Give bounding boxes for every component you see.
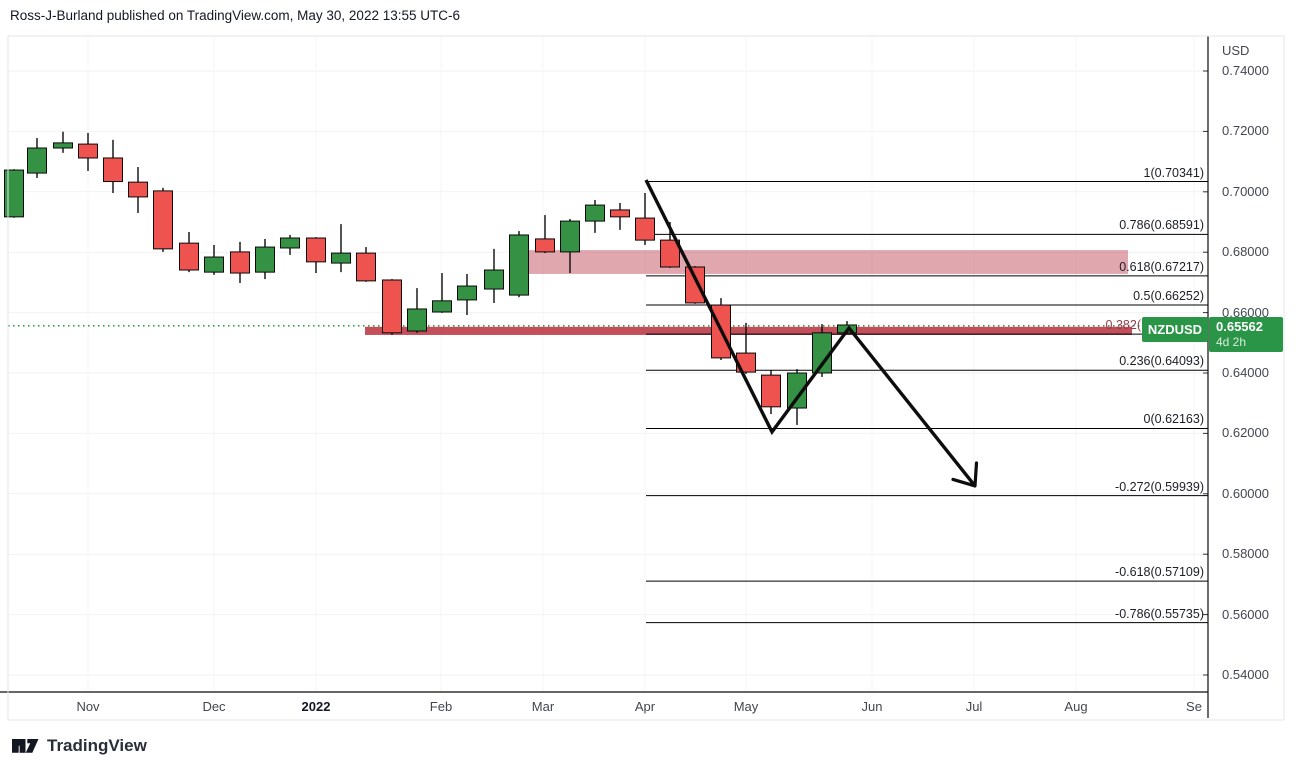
resistance-zone-0618 bbox=[528, 250, 1128, 274]
symbol-flag: NZDUSD bbox=[1142, 317, 1208, 342]
candle-body bbox=[153, 190, 173, 250]
candle-body bbox=[535, 238, 555, 253]
candle-body bbox=[255, 246, 275, 273]
candle-body bbox=[382, 279, 402, 334]
candle-body bbox=[787, 372, 807, 409]
candle-body bbox=[509, 234, 529, 296]
chart-frame bbox=[7, 35, 1285, 721]
tradingview-brand-text[interactable]: TradingView bbox=[47, 736, 147, 755]
candle-body bbox=[128, 181, 148, 198]
candle-body bbox=[204, 256, 224, 273]
candle-body bbox=[484, 269, 504, 290]
tradingview-attribution[interactable]: TradingView bbox=[12, 736, 147, 756]
candle-body bbox=[432, 300, 452, 313]
candle-body bbox=[103, 157, 123, 183]
candle-body bbox=[560, 220, 580, 253]
tradingview-logo-icon[interactable] bbox=[12, 738, 40, 755]
candle-body bbox=[331, 252, 351, 264]
candle-body bbox=[407, 308, 427, 332]
trend-line-path bbox=[644, 179, 977, 487]
candle-body bbox=[78, 143, 98, 159]
support-turned-resistance-band bbox=[365, 326, 1132, 335]
candle-body bbox=[660, 239, 680, 268]
candle-body bbox=[230, 251, 250, 274]
candle-body bbox=[457, 285, 477, 301]
bar-countdown: 4d 2h bbox=[1216, 335, 1247, 349]
candle-body bbox=[685, 266, 705, 304]
candle-body bbox=[53, 142, 73, 149]
candle-body bbox=[4, 169, 24, 218]
last-price-value: 0.65562 bbox=[1216, 319, 1263, 334]
candle-body bbox=[635, 217, 655, 241]
candle-body bbox=[280, 237, 300, 249]
arrowhead bbox=[951, 461, 979, 488]
candle-body bbox=[179, 242, 199, 271]
candle-body bbox=[356, 252, 376, 282]
candle-body bbox=[27, 147, 47, 174]
candle-body bbox=[585, 204, 605, 222]
last-price-badge: 0.65562 4d 2h bbox=[1209, 317, 1283, 352]
candle-body bbox=[306, 237, 326, 263]
attribution-text: Ross-J-Burland published on TradingView.… bbox=[10, 8, 460, 23]
candle-body bbox=[610, 209, 630, 218]
candle-body bbox=[761, 374, 781, 408]
